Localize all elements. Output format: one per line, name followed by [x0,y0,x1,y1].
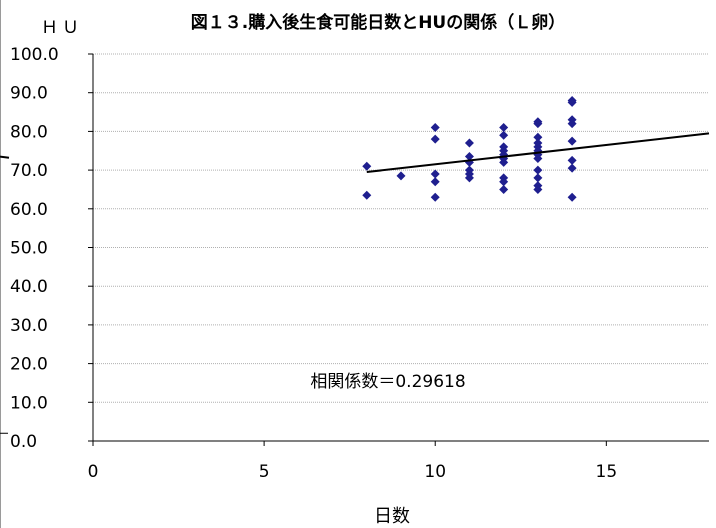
data-point [362,190,372,200]
data-point [533,165,543,175]
data-point [533,119,543,129]
data-point [499,130,509,140]
data-point [533,132,543,142]
data-point [533,173,543,183]
x-axis-label: 日数 [374,506,410,527]
data-point [430,169,440,179]
data-point [430,192,440,202]
y-tick-label: 90.0 [10,84,48,104]
x-tick-label: 10 [424,462,446,482]
data-point [362,161,372,171]
data-point [499,157,509,167]
data-point [533,184,543,194]
data-point [499,184,509,194]
left-border [0,0,1,528]
y-tick-label: 0.0 [10,432,37,452]
y-axis-label: ＨＵ [41,18,83,38]
y-tick-label: 30.0 [10,316,48,336]
y-tick-label: 20.0 [10,355,48,375]
x-tick-label: 15 [596,462,618,482]
chart-title: 図１３.購入後生食可能日数とHUの関係（Ｌ卵） [191,12,566,33]
data-point [567,163,577,173]
y-tick-label: 80.0 [10,122,48,142]
grid-lines [93,53,709,403]
y-tick-label: 100.0 [10,45,59,65]
y-tick-label: 50.0 [10,239,48,259]
data-point [567,155,577,165]
data-point [396,171,406,181]
y-tick-label: 40.0 [10,277,48,297]
data-points [362,95,577,202]
data-point [567,97,577,107]
data-point [464,152,474,162]
data-point [430,177,440,187]
data-point [430,134,440,144]
y-tick-label: 70.0 [10,161,48,181]
y-tick-label: 60.0 [10,200,48,220]
data-point [567,119,577,129]
data-point [499,123,509,133]
x-tick-labels: 0 5 10 15 [88,462,618,482]
data-point [567,192,577,202]
data-point [567,136,577,146]
data-point [430,123,440,133]
data-point [499,177,509,187]
x-tick-label: 0 [88,462,99,482]
edge-line-fragment [0,155,10,159]
data-point [464,138,474,148]
data-point [533,153,543,163]
axes [88,53,709,446]
data-point [464,173,474,183]
x-tick-label: 5 [259,462,270,482]
correlation-annotation: 相関係数＝0.29618 [310,372,465,392]
trendline-group [0,132,710,434]
y-tick-labels: 0.0 10.0 20.0 30.0 40.0 50.0 60.0 70.0 80.0 90.0 1… [10,45,59,452]
trendline [366,132,710,174]
y-tick-label: 10.0 [10,393,48,413]
